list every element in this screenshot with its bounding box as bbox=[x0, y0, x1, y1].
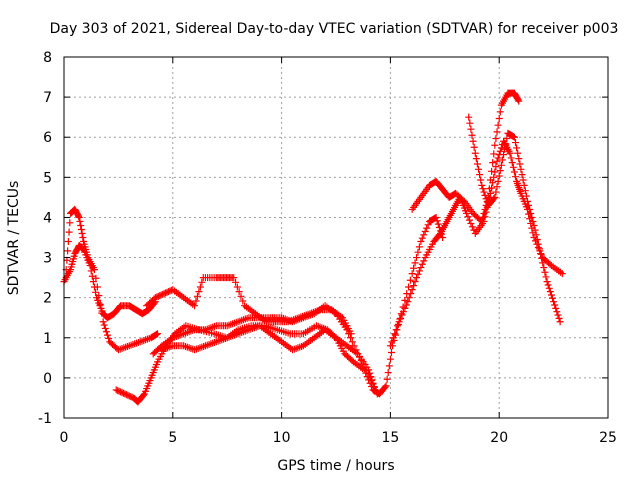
data-point-markers bbox=[158, 322, 379, 394]
y-tick-label: 3 bbox=[43, 251, 52, 267]
y-tick-label: -1 bbox=[38, 411, 52, 427]
y-tick-label: 7 bbox=[43, 90, 52, 106]
data-layer bbox=[60, 89, 566, 406]
y-tick-label: 1 bbox=[43, 331, 52, 347]
x-tick-label: 10 bbox=[273, 430, 291, 446]
x-tick-label: 20 bbox=[490, 430, 508, 446]
data-point-markers bbox=[408, 89, 523, 225]
y-tick-label: 0 bbox=[43, 371, 52, 387]
plot-frame bbox=[63, 56, 609, 419]
x-axis-label: GPS time / hours bbox=[277, 458, 394, 474]
x-tick-label: 0 bbox=[60, 430, 69, 446]
series-6 bbox=[158, 322, 379, 394]
x-tick-label: 15 bbox=[381, 430, 399, 446]
data-point-markers bbox=[149, 302, 381, 398]
series-8 bbox=[408, 89, 523, 225]
y-axis-label: SDTVAR / TECUs bbox=[6, 181, 22, 296]
series-9 bbox=[465, 113, 564, 326]
x-tick-label: 5 bbox=[168, 430, 177, 446]
y-tick-label: 6 bbox=[43, 130, 52, 146]
series-2 bbox=[62, 205, 162, 354]
series-5 bbox=[149, 302, 381, 398]
y-tick-label: 2 bbox=[43, 291, 52, 307]
data-point-markers bbox=[465, 113, 564, 326]
y-tick-label: 4 bbox=[43, 210, 52, 226]
data-point-markers bbox=[62, 205, 162, 354]
tick-layer: 0 5 10 15 20 25 -1 0 1 2 3 4 5 6 7 8 bbox=[38, 50, 617, 446]
y-tick-label: 5 bbox=[43, 170, 52, 186]
chart-title: Day 303 of 2021, Sidereal Day-to-day VTE… bbox=[50, 21, 619, 37]
y-tick-label: 8 bbox=[43, 50, 52, 66]
x-tick-label: 25 bbox=[599, 430, 617, 446]
